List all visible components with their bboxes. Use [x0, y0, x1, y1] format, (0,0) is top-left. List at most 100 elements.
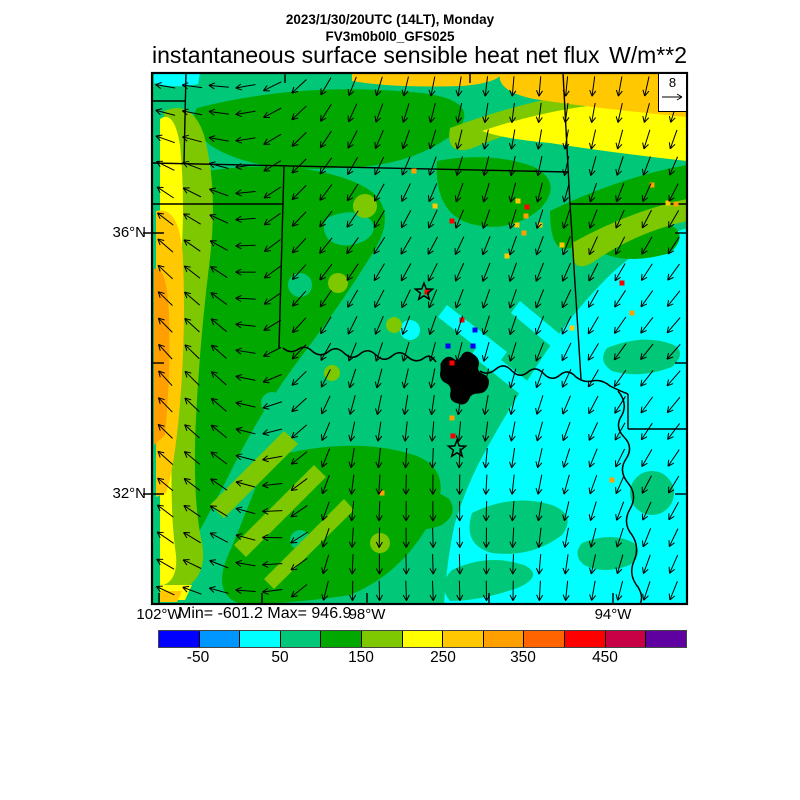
wind-arrow-head [536, 383, 542, 389]
field-region [400, 320, 420, 340]
wind-arrow-head [613, 379, 616, 387]
wind-arrow-head [262, 534, 269, 538]
wind-arrow-head [481, 274, 484, 282]
wind-arrow [455, 394, 463, 416]
wind-arrow-head [235, 400, 243, 404]
wind-arrow-shaft [263, 107, 282, 118]
wind-arrow [667, 423, 681, 440]
wind-arrow [666, 343, 681, 360]
wind-arrow-head [403, 382, 409, 389]
wind-arrow [320, 448, 331, 468]
wind-arrow [614, 263, 626, 282]
wind-arrow-head [481, 195, 485, 203]
wind-arrow-head [428, 276, 434, 282]
wind-arrow-shaft [561, 316, 572, 335]
wind-arrow-head [588, 250, 595, 256]
colorbar-segment [605, 631, 647, 647]
wind-arrow [262, 374, 282, 384]
wind-arrow [291, 105, 307, 121]
wind-arrow [402, 447, 410, 469]
wind-arrow [401, 76, 409, 97]
wind-arrow-head [322, 542, 328, 548]
wind-arrow [183, 239, 201, 252]
wind-arrow-head [614, 356, 621, 361]
wind-arrow-head [616, 170, 623, 176]
wind-arrow-shaft [235, 323, 256, 327]
wind-arrow [235, 506, 256, 515]
wind-arrow-head [485, 488, 490, 495]
wind-arrow-shaft [642, 554, 651, 574]
wind-arrow-head [667, 273, 670, 281]
wind-arrow-head [291, 219, 295, 227]
wind-arrow-shaft [263, 81, 282, 92]
wind-arrow [642, 129, 651, 150]
wind-arrow-head [263, 324, 268, 331]
lat-tick-label-32n: 32°N [112, 485, 146, 502]
wind-arrow-head [455, 435, 460, 442]
wind-arrow-head [457, 382, 463, 389]
wind-arrow [509, 448, 516, 469]
wind-arrow-head [262, 433, 270, 436]
wind-arrow-head [155, 109, 161, 116]
station-speck [619, 280, 625, 286]
wind-arrow-head [157, 451, 161, 458]
wind-arrow-head [156, 558, 161, 565]
wind-arrow [208, 135, 229, 143]
wind-arrow-head [640, 300, 643, 307]
wind-arrow-head [615, 223, 622, 229]
wind-arrow-head [291, 405, 295, 412]
wind-arrow-shaft [263, 186, 282, 199]
wind-arrow-head [348, 514, 353, 522]
wind-arrow [561, 342, 572, 362]
wind-arrow-head [402, 329, 408, 335]
wind-arrow-head [402, 435, 406, 442]
wind-arrow-head [235, 136, 242, 142]
wind-arrow-shaft [509, 342, 517, 362]
wind-arrow [291, 264, 307, 281]
wind-arrow [347, 342, 357, 362]
wind-arrow [346, 263, 359, 281]
wind-arrow-head [156, 212, 161, 220]
state-border [569, 203, 582, 380]
wind-arrow [348, 527, 356, 548]
wind-arrow-head [348, 408, 351, 415]
wind-arrow [291, 211, 307, 227]
wind-arrow-head [321, 567, 324, 574]
wind-arrow-head [290, 510, 295, 517]
wind-arrow-head [184, 344, 192, 348]
wind-arrow-head [641, 540, 644, 547]
reference-vector-legend: 8 [658, 73, 687, 112]
wind-arrow-head [320, 144, 327, 149]
wind-arrow-head [431, 435, 436, 442]
colorbar-segment [565, 631, 606, 647]
wind-arrow-head [456, 541, 461, 548]
colorbar-segment [646, 631, 686, 647]
wind-arrow [184, 424, 200, 439]
wind-arrow-head [641, 276, 648, 281]
wind-arrow-head [510, 435, 516, 442]
wind-arrow [235, 533, 256, 541]
wind-arrow-head [535, 487, 539, 495]
wind-arrow-shaft [235, 481, 256, 488]
wind-arrow-shaft [668, 210, 680, 228]
wind-arrow [348, 474, 356, 495]
station-speck [459, 317, 465, 323]
wind-arrow-head [640, 356, 647, 361]
wind-arrow [509, 580, 517, 601]
wind-arrow-head [668, 197, 675, 202]
wind-arrow [157, 264, 174, 280]
wind-arrow-head [562, 594, 567, 601]
wind-arrow [640, 317, 654, 334]
wind-arrow [235, 136, 256, 144]
field-region [511, 301, 580, 363]
wind-arrow-head [209, 161, 216, 164]
wind-arrow [375, 527, 383, 548]
wind-arrow-shaft [455, 182, 464, 203]
wind-arrow-head [210, 292, 215, 299]
wind-arrow-head [563, 489, 569, 495]
wind-arrow-head [291, 352, 295, 360]
wind-arrow-head [373, 247, 375, 255]
wind-arrow-head [614, 303, 621, 308]
wind-arrow [346, 183, 359, 202]
wind-arrow-head [455, 89, 459, 97]
